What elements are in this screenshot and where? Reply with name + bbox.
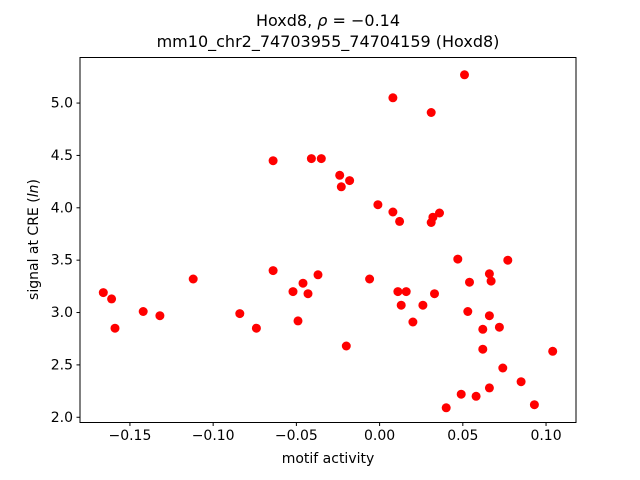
- y-tick-label: 2.5: [51, 357, 73, 373]
- scatter-point: [465, 277, 474, 287]
- scatter-point: [430, 289, 439, 299]
- scatter-point: [373, 200, 383, 210]
- y-tick-label: 3.0: [51, 305, 73, 321]
- scatter-point: [235, 309, 245, 319]
- scatter-point: [529, 400, 539, 410]
- scatter-point: [298, 278, 308, 288]
- y-tick-label: 4.5: [51, 148, 73, 164]
- scatter-point: [396, 300, 406, 310]
- scatter-point: [365, 274, 375, 284]
- chart-subtitle: mm10_chr2_74703955_74704159 (Hoxd8): [156, 32, 500, 51]
- scatter-point: [441, 403, 451, 413]
- plot-border: [79, 57, 577, 423]
- chart-title-correlation-value: = −0.14: [327, 11, 401, 30]
- x-tick-label: 0.10: [530, 428, 561, 444]
- scatter-point: [516, 377, 526, 387]
- scatter-point: [336, 182, 346, 192]
- scatter-point: [293, 316, 303, 326]
- scatter-point: [138, 307, 148, 316]
- chart-title-prefix: Hoxd8,: [255, 11, 318, 30]
- chart-title: Hoxd8, ρ = −0.14: [80, 10, 576, 31]
- y-axis-label-ln: ln: [26, 184, 42, 198]
- scatter-point: [335, 170, 345, 180]
- scatter-point: [498, 363, 508, 373]
- y-axis-label-prefix: signal at CRE (: [26, 197, 42, 300]
- scatter-point: [471, 391, 481, 401]
- scatter-point: [494, 322, 504, 332]
- scatter-point: [388, 207, 398, 217]
- y-tick-label: 4.0: [51, 200, 73, 216]
- scatter-point: [395, 216, 405, 226]
- y-axis-label: signal at CRE (ln): [26, 57, 44, 422]
- scatter-point: [486, 276, 496, 286]
- x-tick-label: 0.05: [447, 428, 478, 444]
- scatter-point: [484, 311, 494, 321]
- scatter-point: [107, 294, 117, 304]
- scatter-point: [426, 218, 436, 227]
- scatter-point: [155, 311, 165, 321]
- scatter-point: [303, 289, 313, 299]
- scatter-point: [484, 383, 494, 393]
- scatter-point: [453, 254, 463, 264]
- scatter-point: [393, 287, 403, 297]
- x-tick-label: −0.05: [275, 428, 318, 444]
- scatter-point: [435, 208, 444, 218]
- scatter-point: [456, 389, 466, 399]
- scatter-point: [341, 341, 351, 351]
- y-axis-label-suffix: ): [26, 179, 42, 185]
- scatter-point: [316, 154, 326, 164]
- scatter-point: [313, 270, 323, 280]
- scatter-point: [418, 300, 428, 310]
- scatter-point: [401, 287, 411, 297]
- scatter-point: [478, 344, 488, 354]
- rho-symbol: ρ: [317, 11, 328, 30]
- y-tick-label: 5.0: [51, 96, 73, 112]
- scatter-point: [110, 323, 120, 333]
- x-axis-label: motif activity: [281, 451, 375, 467]
- scatter-point: [548, 346, 558, 356]
- x-tick-label: 0.00: [364, 428, 395, 444]
- y-tick-label: 3.5: [51, 253, 73, 269]
- scatter-point: [478, 324, 488, 334]
- scatter-point: [306, 154, 316, 164]
- scatter-point: [426, 108, 436, 117]
- scatter-point: [288, 287, 298, 297]
- scatter-point: [98, 288, 108, 298]
- scatter-point: [251, 323, 261, 333]
- scatter-point: [460, 70, 469, 80]
- y-tick-label: 2.0: [51, 410, 73, 426]
- scatter-point: [463, 307, 473, 316]
- scatter-point: [388, 93, 398, 103]
- scatter-point: [188, 274, 198, 284]
- x-tick-label: −0.15: [108, 428, 151, 444]
- scatter-point: [268, 266, 278, 276]
- scatter-point: [503, 255, 513, 265]
- scatter-point: [345, 176, 355, 186]
- scatter-point: [484, 269, 494, 279]
- scatter-point: [268, 156, 278, 166]
- scatter-point: [408, 317, 418, 327]
- x-tick-label: −0.10: [192, 428, 235, 444]
